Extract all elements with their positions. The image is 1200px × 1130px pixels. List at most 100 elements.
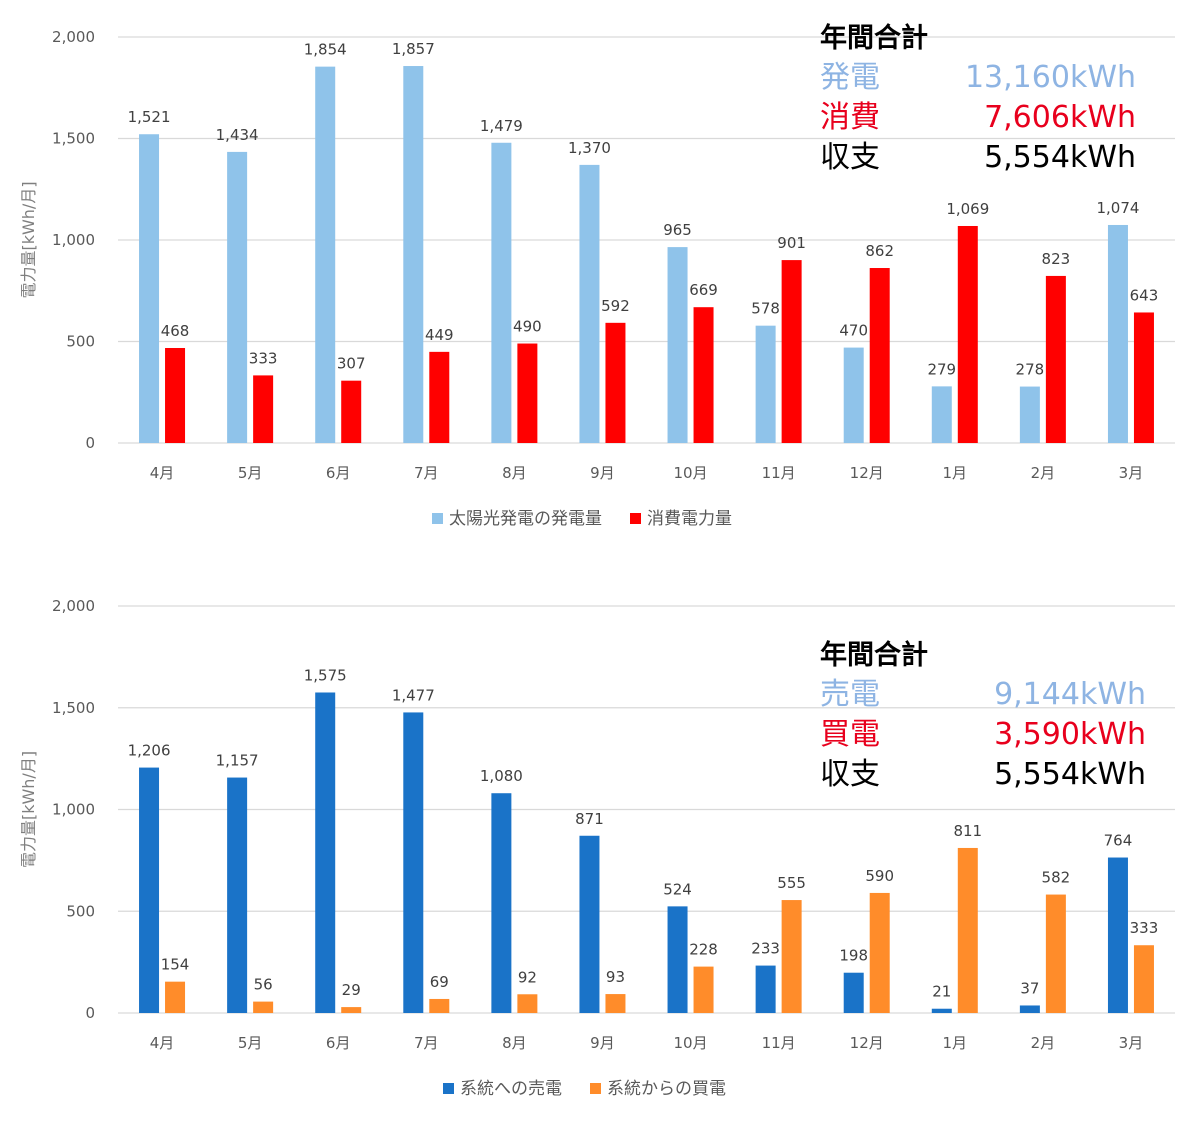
data-label: 1,434 <box>216 126 259 144</box>
summary-title: 年間合計 <box>820 639 928 671</box>
bar-series-1 <box>843 972 864 1013</box>
bar-series-1 <box>579 835 600 1013</box>
x-tick-label: 3月 <box>1119 464 1144 482</box>
bar-series-1 <box>667 906 688 1013</box>
x-tick-label: 4月 <box>150 464 175 482</box>
summary-row-value: 5,554kWh <box>994 757 1146 792</box>
bar-series-1 <box>1019 1005 1040 1013</box>
bar-series-2 <box>1133 312 1154 443</box>
bar-series-2 <box>165 981 186 1013</box>
chart-generation-consumption: 0 500 1,000 1,500 2,000 電力量[kWh/月] 1,521 468 4月 1… <box>0 0 1200 560</box>
bar-series-1 <box>403 712 424 1013</box>
bar-series-2 <box>693 966 714 1013</box>
bar-series-2 <box>253 375 274 443</box>
x-tick-label: 9月 <box>590 464 615 482</box>
bar-series-2 <box>781 900 802 1013</box>
y-tick-label: 1,000 <box>52 801 95 819</box>
data-label: 524 <box>663 880 692 898</box>
bar-series-1 <box>931 1008 952 1013</box>
y-tick-label: 500 <box>66 333 95 351</box>
x-tick-label: 2月 <box>1031 464 1056 482</box>
data-label: 307 <box>337 355 366 373</box>
bar-series-1 <box>227 151 248 443</box>
bar-series-2 <box>429 351 450 443</box>
data-label: 1,479 <box>480 117 523 135</box>
bar-series-2 <box>341 380 362 443</box>
bar-series-1 <box>315 66 336 443</box>
x-tick-label: 8月 <box>502 464 527 482</box>
summary-row-value: 9,144kWh <box>994 677 1146 712</box>
data-label: 1,521 <box>128 108 171 126</box>
bar-series-2 <box>165 347 186 443</box>
summary-row-label: 買電 <box>820 717 880 752</box>
y-tick-label: 1,500 <box>52 130 95 148</box>
bar-series-2 <box>429 998 450 1013</box>
chart-1-svg: 0 500 1,000 1,500 2,000 電力量[kWh/月] 1,521 468 4月 1… <box>19 22 1175 529</box>
bar-series-1 <box>931 386 952 443</box>
summary-row-label: 収支 <box>820 757 880 792</box>
bar-series-1 <box>139 134 160 443</box>
y-tick-label: 2,000 <box>52 597 95 615</box>
data-label: 1,080 <box>480 767 523 785</box>
x-tick-label: 10月 <box>673 464 707 482</box>
bar-series-1 <box>755 965 776 1013</box>
bar-series-2 <box>517 994 538 1013</box>
data-label: 333 <box>1130 919 1159 937</box>
bar-series-1 <box>579 164 600 443</box>
bar-series-2 <box>1045 275 1066 443</box>
data-label: 278 <box>1016 361 1045 379</box>
data-label: 901 <box>777 234 806 252</box>
summary-title: 年間合計 <box>820 22 928 54</box>
bar-series-1 <box>491 793 512 1013</box>
data-label: 1,477 <box>392 686 435 704</box>
data-label: 1,857 <box>392 40 435 58</box>
data-label: 1,854 <box>304 41 347 59</box>
bar-series-1 <box>491 142 512 443</box>
summary-row-label: 消費 <box>820 100 880 135</box>
legend-swatch-1 <box>432 513 443 524</box>
x-tick-label: 12月 <box>850 464 884 482</box>
x-tick-label: 6月 <box>326 1034 351 1052</box>
bar-series-2 <box>605 994 626 1013</box>
data-label: 582 <box>1042 869 1071 887</box>
data-label: 590 <box>865 867 894 885</box>
x-tick-label: 11月 <box>762 464 796 482</box>
chart-2-svg: 0 500 1,000 1,500 2,000 電力量[kWh/月] 1,206 154 4月 1… <box>19 597 1175 1099</box>
legend-swatch-1 <box>443 1083 454 1094</box>
bar-series-2 <box>1133 945 1154 1013</box>
bar-series-2 <box>517 343 538 443</box>
bar-series-2 <box>605 322 626 443</box>
legend-label-2: 消費電力量 <box>647 509 732 529</box>
summary-row-value: 5,554kWh <box>984 140 1136 175</box>
x-tick-label: 7月 <box>414 464 439 482</box>
bar-series-2 <box>253 1001 274 1013</box>
data-label: 1,370 <box>568 139 611 157</box>
x-tick-label: 1月 <box>943 1034 968 1052</box>
legend-label-1: 太陽光発電の発電量 <box>449 509 602 529</box>
summary-row-value: 3,590kWh <box>994 717 1146 752</box>
data-label: 871 <box>575 810 604 828</box>
data-label: 154 <box>161 956 190 974</box>
data-label: 37 <box>1020 979 1039 997</box>
bar-series-1 <box>139 767 160 1013</box>
bar-series-1 <box>1019 386 1040 443</box>
data-label: 69 <box>430 973 449 991</box>
data-label: 490 <box>513 318 542 336</box>
data-label: 1,074 <box>1096 199 1139 217</box>
x-tick-label: 1月 <box>943 464 968 482</box>
x-tick-label: 3月 <box>1119 1034 1144 1052</box>
x-tick-label: 8月 <box>502 1034 527 1052</box>
y-tick-label: 1,000 <box>52 231 95 249</box>
summary-row-label: 収支 <box>820 140 880 175</box>
x-tick-label: 7月 <box>414 1034 439 1052</box>
bar-series-1 <box>315 692 336 1013</box>
legend-swatch-2 <box>590 1083 601 1094</box>
bar-series-1 <box>843 347 864 443</box>
data-label: 643 <box>1130 286 1159 304</box>
summary-row-value: 7,606kWh <box>984 100 1136 135</box>
data-label: 1,069 <box>946 200 989 218</box>
x-tick-label: 2月 <box>1031 1034 1056 1052</box>
bar-series-1 <box>403 66 424 444</box>
summary-row-value: 13,160kWh <box>965 60 1136 95</box>
bar-series-1 <box>755 325 776 443</box>
